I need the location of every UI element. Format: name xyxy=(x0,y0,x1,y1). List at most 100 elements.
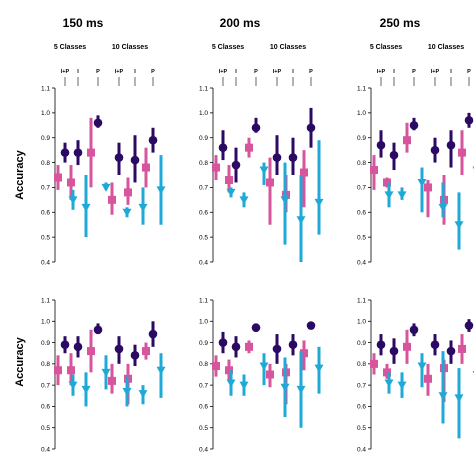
condition-label: I+P xyxy=(61,69,70,75)
point-blue xyxy=(417,178,427,187)
point-blue xyxy=(226,188,236,197)
point-blue xyxy=(239,196,249,205)
point-blue xyxy=(397,191,407,200)
column-titles: 150 ms 200 ms 250 ms xyxy=(63,16,421,30)
point-pink xyxy=(403,342,411,351)
point-blue xyxy=(101,183,111,192)
point-blue xyxy=(68,381,78,390)
point-blue xyxy=(122,388,132,397)
condition-label: P xyxy=(412,69,416,75)
condition-label: I+P xyxy=(115,69,124,75)
point-blue xyxy=(156,186,166,195)
point-pink xyxy=(424,183,432,192)
group-label: 10 Classes xyxy=(428,44,464,51)
point-blue xyxy=(384,191,394,200)
y-tick-label: 0.6 xyxy=(357,210,366,217)
point-dark xyxy=(130,155,140,165)
point-pink xyxy=(458,344,466,353)
point-blue xyxy=(384,379,394,388)
condition-label: P xyxy=(254,69,258,75)
point-pink xyxy=(87,148,95,157)
y-tick-label: 0.5 xyxy=(41,425,50,432)
condition-label: I xyxy=(292,69,294,75)
point-pink xyxy=(87,347,95,356)
condition-label: I xyxy=(134,69,136,75)
point-dark xyxy=(218,143,228,152)
condition-label: I+P xyxy=(219,69,228,75)
chart-panels: 0.40.50.60.70.80.91.01.10.40.50.60.70.80… xyxy=(41,85,474,453)
y-tick-label: 0.9 xyxy=(357,340,366,347)
y-tick-label: 1.0 xyxy=(199,319,208,326)
group-headers: 5 Classes 10 Classes I+P I P I+P I P 5 Classes 10… xyxy=(54,44,471,86)
y-tick-label: 0.8 xyxy=(41,160,50,167)
y-tick-label: 0.5 xyxy=(357,425,366,432)
panel-row1-200ms: 0.4 0.5 0.6 0.7 0.8 0.9 1.0 1.1 xyxy=(199,85,324,266)
y-tick-label: 1.0 xyxy=(357,110,366,117)
point-dark xyxy=(73,148,83,157)
point-dark xyxy=(148,329,158,339)
point-dark xyxy=(389,150,399,160)
y-tick-label: 0.4 xyxy=(199,446,208,453)
panel-row2-150ms: 0.4 0.5 0.6 0.7 0.8 0.9 1.0 1.1 xyxy=(41,297,166,453)
point-dark xyxy=(272,153,282,162)
y-axis-label-row-2: Accuracy xyxy=(14,336,26,386)
point-blue xyxy=(81,203,91,212)
point-pink xyxy=(458,148,466,157)
y-tick-label: 0.4 xyxy=(41,446,50,453)
point-blue xyxy=(101,368,111,377)
condition-label: P xyxy=(309,69,313,75)
point-dark xyxy=(218,338,228,347)
point-dark xyxy=(288,153,298,162)
point-dark xyxy=(446,140,456,150)
point-pink xyxy=(142,347,150,356)
point-dark xyxy=(93,325,103,335)
condition-label: I xyxy=(77,69,79,75)
group-label: 10 Classes xyxy=(270,44,306,51)
point-blue xyxy=(314,198,324,207)
condition-label: I xyxy=(393,69,395,75)
point-blue xyxy=(397,381,407,390)
condition-label: I+P xyxy=(377,69,386,75)
panel-row2-250ms: 0.4 0.5 0.6 0.7 0.8 0.9 1.0 1.1 xyxy=(357,297,474,453)
point-pink xyxy=(370,166,378,175)
point-pink xyxy=(54,173,62,182)
point-dark xyxy=(389,346,399,356)
point-dark xyxy=(376,140,386,150)
y-tick-label: 0.9 xyxy=(357,135,366,142)
group-label: 5 Classes xyxy=(370,44,402,51)
point-blue xyxy=(280,383,290,392)
point-pink xyxy=(225,366,233,375)
point-pink xyxy=(54,366,62,375)
y-tick-label: 1.1 xyxy=(41,297,50,304)
point-pink xyxy=(245,143,253,152)
point-dark xyxy=(231,342,241,352)
point-blue xyxy=(454,394,464,403)
y-tick-label: 0.9 xyxy=(41,340,50,347)
y-tick-label: 0.5 xyxy=(357,234,366,241)
y-tick-label: 0.7 xyxy=(357,185,366,192)
y-tick-label: 0.4 xyxy=(357,259,366,266)
y-tick-label: 0.6 xyxy=(357,404,366,411)
point-blue xyxy=(156,366,166,375)
point-dark xyxy=(60,340,70,350)
point-dark xyxy=(251,323,261,332)
y-tick-label: 0.7 xyxy=(199,185,208,192)
y-tick-label: 1.0 xyxy=(41,319,50,326)
y-tick-label: 1.1 xyxy=(199,85,208,92)
point-blue xyxy=(138,203,148,212)
y-tick-label: 0.9 xyxy=(199,340,208,347)
condition-label: P xyxy=(151,69,155,75)
y-tick-label: 0.8 xyxy=(357,160,366,167)
point-dark xyxy=(130,351,140,360)
condition-label: P xyxy=(96,69,100,75)
y-tick-label: 1.1 xyxy=(357,297,366,304)
point-blue xyxy=(138,390,148,399)
y-tick-label: 0.5 xyxy=(41,234,50,241)
point-pink xyxy=(142,163,150,172)
point-pink xyxy=(424,374,432,383)
y-tick-label: 0.6 xyxy=(199,404,208,411)
y-tick-label: 0.6 xyxy=(41,404,50,411)
y-tick-label: 0.7 xyxy=(357,382,366,389)
y-tick-label: 1.1 xyxy=(41,85,50,92)
